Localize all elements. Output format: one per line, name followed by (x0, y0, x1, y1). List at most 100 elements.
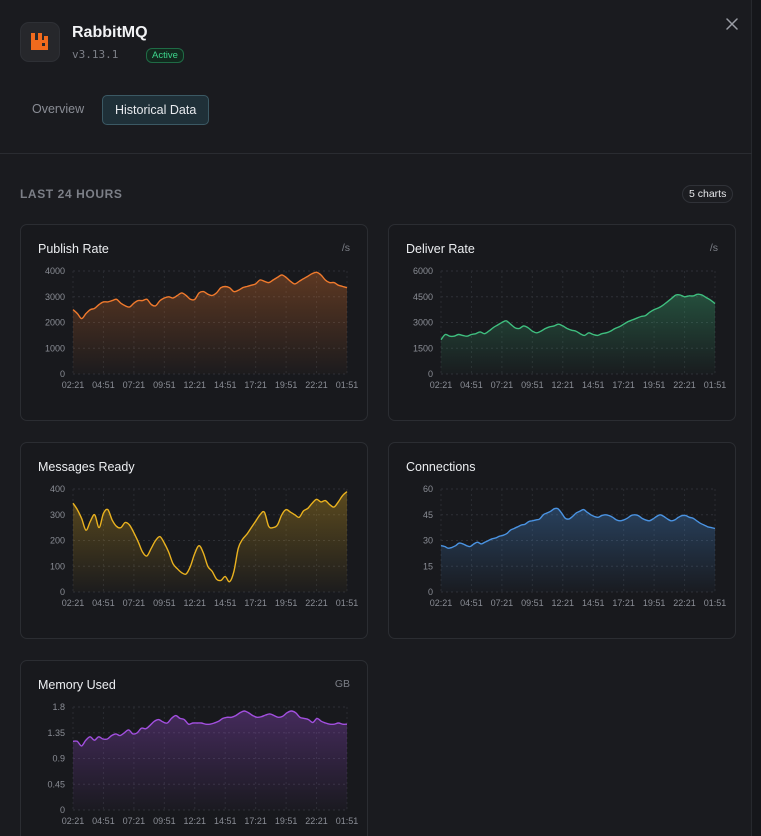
x-tick-label: 12:21 (184, 380, 207, 390)
x-tick-label: 09:51 (521, 598, 544, 608)
y-tick-label: 1500 (413, 343, 433, 353)
y-tick-label: 0 (60, 369, 65, 379)
x-tick-label: 02:21 (430, 598, 453, 608)
x-tick-label: 14:51 (582, 598, 605, 608)
close-button[interactable] (724, 16, 740, 32)
chart-card-connections: Connections 60 45 30 15 0 02:21 04:51 07:21 09:5… (388, 442, 736, 639)
deliver-rate-chart: 6000 4500 3000 1500 002:21 04:51 07:21 09:51 12:… (413, 266, 726, 390)
y-tick-label: 4000 (45, 266, 65, 276)
y-tick-label: 300 (50, 510, 65, 520)
y-tick-label: 60 (423, 484, 433, 494)
x-tick-label: 14:51 (214, 380, 237, 390)
x-tick-label: 02:21 (62, 380, 85, 390)
panel-header: RabbitMQ v3.13.1 Active (20, 22, 740, 63)
x-tick-label: 19:51 (275, 598, 298, 608)
x-tick-label: 07:21 (491, 380, 514, 390)
rabbitmq-logo-glyph (31, 33, 48, 50)
x-tick-label: 12:21 (552, 380, 575, 390)
x-tick-label: 14:51 (214, 816, 237, 826)
chart-card-messages-ready: Messages Ready 400 300 200 100 0 02:21 04:51 07… (20, 442, 368, 639)
series-line (440, 293, 716, 341)
x-tick-label: 09:51 (153, 380, 176, 390)
chart-card-deliver-rate: Deliver Rate /s 6000 4500 3000 1500 0 02:21 04… (388, 224, 736, 421)
y-tick-label: 0.45 (47, 779, 65, 789)
x-tick-label: 17:21 (244, 380, 267, 390)
x-tick-label: 12:21 (184, 816, 207, 826)
rabbitmq-logo-icon (20, 22, 60, 62)
series-area (441, 508, 715, 592)
x-tick-label: 19:51 (275, 380, 298, 390)
y-tick-label: 3000 (45, 292, 65, 302)
x-tick-label: 22:21 (673, 380, 696, 390)
y-tick-label: 0 (60, 587, 65, 597)
x-tick-label: 04:51 (92, 380, 115, 390)
app-title: RabbitMQ (72, 24, 148, 41)
y-tick-label: 0 (428, 369, 433, 379)
status-badge: Active (146, 48, 184, 63)
y-tick-label: 0 (60, 805, 65, 815)
chart-unit: /s (709, 242, 718, 254)
publish-rate-chart: 4000 3000 2000 1000 002:21 04:51 07:21 09:51 12:… (45, 266, 359, 390)
y-tick-label: 1000 (45, 343, 65, 353)
x-tick-label: 12:21 (184, 598, 207, 608)
x-tick-label: 07:21 (123, 816, 146, 826)
chart-unit: /s (341, 242, 350, 254)
chart-card-memory-used: Memory Used GB 1.8 1.35 0.9 0.45 0 02:21 04:51… (20, 660, 368, 836)
x-tick-label: 17:21 (612, 380, 635, 390)
chart-title: Publish Rate (38, 242, 109, 256)
series-area (441, 294, 715, 374)
chart-count-badge: 5 charts (682, 185, 734, 203)
x-tick-label: 01:51 (336, 380, 359, 390)
x-tick-label: 09:51 (153, 816, 176, 826)
x-tick-label: 07:21 (123, 598, 146, 608)
x-tick-label: 01:51 (336, 816, 359, 826)
memory-used-chart: 1.8 1.35 0.9 0.45 002:21 04:51 07:21 09:51 12:21… (47, 702, 359, 826)
series-area (73, 272, 347, 374)
x-tick-label: 14:51 (582, 380, 605, 390)
series-line (72, 491, 348, 583)
messages-ready-chart: 400 300 200 100 002:21 04:51 07:21 09:51 12:21 14… (50, 484, 359, 608)
tab-historical-data[interactable]: Historical Data (102, 95, 210, 125)
divider (0, 153, 752, 154)
app-version: v3.13.1 (72, 48, 119, 61)
x-tick-label: 19:51 (643, 380, 666, 390)
x-tick-label: 09:51 (153, 598, 176, 608)
x-tick-label: 02:21 (62, 598, 85, 608)
series-line (72, 271, 348, 320)
x-tick-label: 22:21 (305, 598, 328, 608)
y-tick-label: 0 (428, 587, 433, 597)
x-tick-label: 04:51 (92, 816, 115, 826)
x-tick-label: 04:51 (460, 598, 483, 608)
x-tick-label: 04:51 (460, 380, 483, 390)
chart-title: Deliver Rate (406, 242, 475, 256)
x-tick-label: 22:21 (673, 598, 696, 608)
x-tick-label: 01:51 (704, 598, 727, 608)
x-tick-label: 17:21 (244, 816, 267, 826)
scrollbar[interactable] (752, 0, 761, 836)
tab-overview[interactable]: Overview (32, 102, 85, 116)
y-tick-label: 6000 (413, 266, 433, 276)
x-tick-label: 22:21 (305, 816, 328, 826)
x-tick-label: 14:51 (214, 598, 237, 608)
chart-title: Messages Ready (38, 460, 135, 474)
chart-card-publish-rate: Publish Rate /s 4000 3000 2000 1000 0 02:21 04… (20, 224, 368, 421)
y-tick-label: 200 (50, 536, 65, 546)
y-tick-label: 100 (50, 561, 65, 571)
close-icon (726, 18, 738, 30)
x-tick-label: 19:51 (275, 816, 298, 826)
x-tick-label: 04:51 (92, 598, 115, 608)
series-line (72, 710, 348, 747)
y-tick-label: 15 (423, 561, 433, 571)
chart-title: Connections (406, 460, 476, 474)
y-tick-label: 3000 (413, 318, 433, 328)
y-tick-label: 4500 (413, 292, 433, 302)
chart-unit: GB (334, 678, 350, 690)
y-tick-label: 1.35 (47, 728, 65, 738)
series-area (73, 491, 347, 592)
x-tick-label: 17:21 (612, 598, 635, 608)
y-tick-label: 30 (423, 536, 433, 546)
x-tick-label: 17:21 (244, 598, 267, 608)
y-tick-label: 45 (423, 510, 433, 520)
x-tick-label: 01:51 (336, 598, 359, 608)
connections-chart: 60 45 30 15 002:21 04:51 07:21 09:51 12:21 14:51 1… (423, 484, 727, 608)
